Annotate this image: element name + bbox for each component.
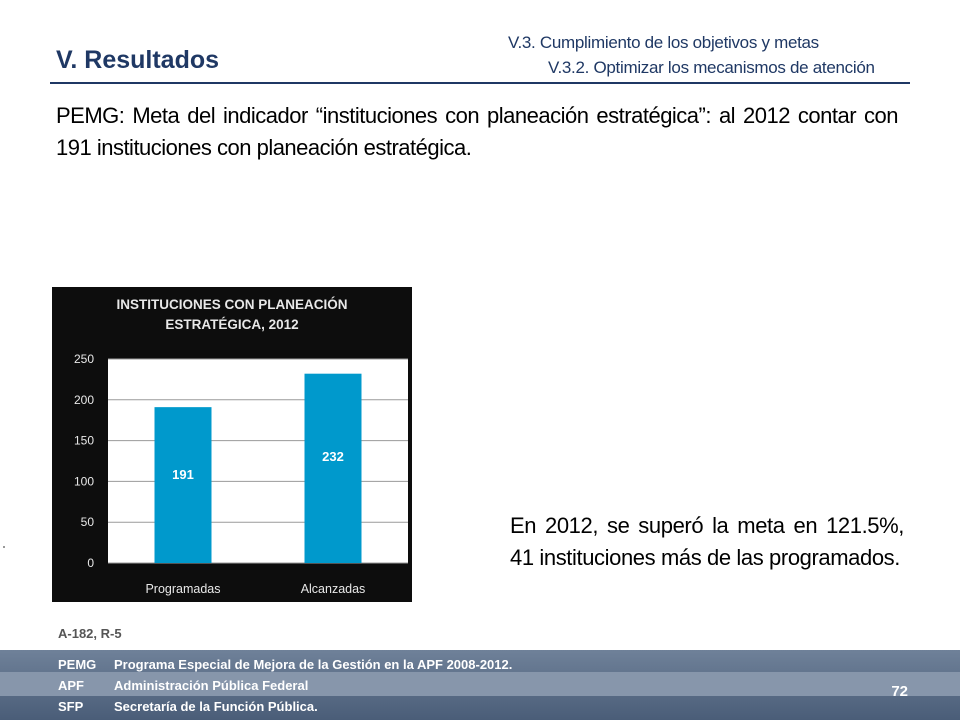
x-category-label: Alcanzadas bbox=[301, 582, 366, 596]
y-tick-label: 50 bbox=[81, 515, 95, 529]
plot-area bbox=[108, 359, 408, 563]
footer-row-sfp: SFP Secretaría de la Función Pública. bbox=[58, 699, 318, 714]
data-label: 232 bbox=[322, 449, 344, 464]
x-category-label: Programadas bbox=[145, 582, 220, 596]
title-rule bbox=[50, 82, 910, 84]
y-tick-label: 100 bbox=[74, 474, 94, 488]
footer-definition: Administración Pública Federal bbox=[114, 678, 309, 693]
summary-text: En 2012, se superó la meta en 121.5%, 41… bbox=[510, 513, 904, 570]
page-title: V. Resultados bbox=[56, 46, 220, 74]
chart-title-line-2: ESTRATÉGICA, 2012 bbox=[165, 317, 299, 332]
footer-definition: Programa Especial de Mejora de la Gestió… bbox=[114, 657, 513, 672]
indicator-goal-text: PEMG: Meta del indicador “instituciones … bbox=[56, 103, 899, 160]
stray-dot bbox=[3, 546, 5, 548]
chart-title: INSTITUCIONES CON PLANEACIÓN ESTRATÉGICA… bbox=[52, 295, 412, 335]
footer-row-apf: APF Administración Pública Federal bbox=[58, 678, 308, 693]
data-label: 191 bbox=[172, 467, 194, 482]
bar-programadas bbox=[154, 407, 212, 563]
footer-abbr: SFP bbox=[58, 699, 84, 714]
y-tick-label: 0 bbox=[87, 556, 94, 570]
page-number: 72 bbox=[891, 683, 908, 700]
source-note: A-182, R-5 bbox=[58, 626, 122, 641]
footer-definition: Secretaría de la Función Pública. bbox=[114, 699, 318, 714]
footer-row-pemg: PEMG Programa Especial de Mejora de la Ge… bbox=[58, 657, 512, 672]
chart-title-line-1: INSTITUCIONES CON PLANEACIÓN bbox=[116, 297, 348, 312]
y-tick-label: 200 bbox=[74, 393, 94, 407]
bar-chart: 0 50 100 150 200 250 191 Programadas 232 Alcanzad… bbox=[74, 352, 408, 596]
footer-band bbox=[0, 672, 960, 696]
footer-abbr: APF bbox=[58, 678, 84, 693]
bar-alcanzadas bbox=[304, 373, 362, 563]
section-heading: V.3. Cumplimiento de los objetivos y met… bbox=[508, 33, 819, 52]
subsection-heading: V.3.2. Optimizar los mecanismos de atenc… bbox=[548, 58, 875, 77]
footer-abbr: PEMG bbox=[58, 657, 97, 672]
bar-chart-panel: INSTITUCIONES CON PLANEACIÓN ESTRATÉGICA… bbox=[52, 287, 412, 602]
y-tick-label: 250 bbox=[74, 352, 94, 366]
y-tick-label: 150 bbox=[74, 434, 94, 448]
